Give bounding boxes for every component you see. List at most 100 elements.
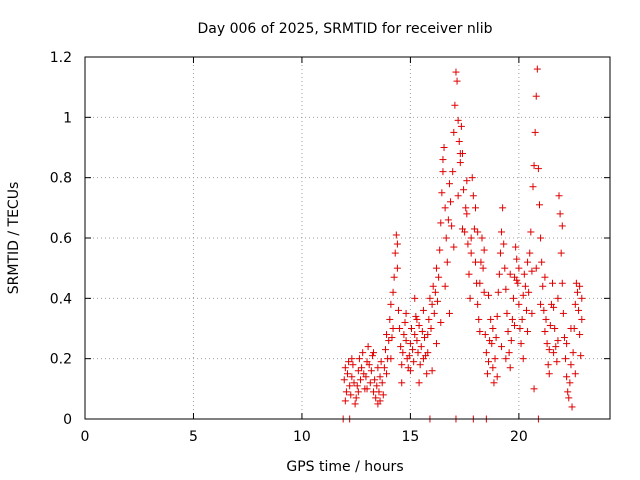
x-tick-label: 20 [510,429,528,445]
data-point [454,192,462,200]
data-point [480,288,488,296]
data-point [429,282,437,290]
data-point [537,234,545,242]
data-point [462,204,470,212]
data-point [424,349,432,357]
data-point [383,370,391,378]
data-point [454,116,462,124]
data-point [560,334,568,342]
data-point [542,315,550,323]
data-point [498,343,506,351]
data-point [457,122,465,130]
data-point [544,361,552,369]
data-point [555,192,563,200]
data-point [554,337,562,345]
data-point [373,382,381,390]
data-point [524,328,532,336]
data-point [513,255,521,263]
data-point [441,204,449,212]
data-point [566,379,574,387]
data-point [409,346,417,354]
data-point [509,294,517,302]
data-point [469,192,477,200]
data-point [412,312,420,320]
data-point [573,288,581,296]
data-point [450,243,458,251]
data-point [402,309,410,317]
data-point [432,340,440,348]
data-point [445,180,453,188]
data-point [348,355,356,363]
data-point [475,315,483,323]
data-point [393,264,401,272]
data-point [488,340,496,348]
data-point [426,294,434,302]
data-point [399,349,407,357]
data-point [499,204,507,212]
data-point [391,249,399,257]
data-point [411,294,419,302]
data-point [558,222,566,230]
data-point [578,315,586,323]
data-point [474,300,482,308]
data-point [424,331,432,339]
data-point [506,270,514,278]
data-point [482,349,490,357]
data-point [442,234,450,242]
data-point [519,355,527,363]
data-point [495,270,503,278]
data-point [545,370,553,378]
data-point [546,321,554,329]
data-point [552,343,560,351]
chart-title: Day 006 of 2025, SRMTID for receiver nli… [198,21,493,37]
data-point [568,403,576,411]
data-point [397,343,405,351]
data-point [467,234,475,242]
data-point [524,258,532,266]
data-point [363,385,371,393]
data-point [572,279,580,287]
data-point [551,325,559,332]
data-point [567,361,575,369]
data-point [492,334,500,342]
data-point [423,370,431,378]
data-point [576,331,584,339]
data-point [489,364,497,372]
data-point [456,150,464,158]
data-point [514,279,522,287]
data-point [479,264,487,272]
data-point [411,331,419,339]
data-point [350,379,358,387]
data-point [385,337,393,345]
data-point [507,337,515,345]
data-point [503,309,511,317]
data-point [519,291,527,299]
data-point [346,382,354,390]
data-point [345,358,353,366]
data-point [549,279,557,287]
data-point [354,367,362,375]
data-point [470,225,478,233]
data-point [434,297,442,305]
data-point [564,388,572,396]
data-point [565,394,573,402]
data-point [500,240,508,248]
data-point [410,358,418,366]
y-axis-label: SRMTID / TECUs [6,182,22,295]
data-point [515,264,523,272]
y-tick-label: 0.6 [50,231,72,247]
data-point [364,343,372,351]
data-point [448,222,456,230]
data-point [529,183,537,191]
x-tick-label: 5 [189,429,198,445]
data-point [513,276,521,284]
data-point [377,358,385,366]
data-point [413,337,421,345]
data-point [489,325,497,332]
data-point [367,367,375,375]
data-point [557,249,565,257]
data-point [538,258,546,266]
data-point [508,315,516,323]
data-point [347,391,355,399]
